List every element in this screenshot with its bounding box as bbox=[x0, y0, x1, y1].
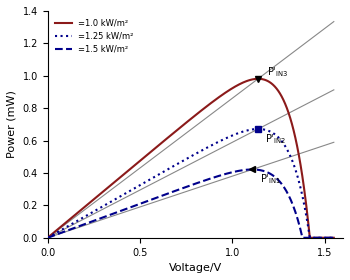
Y-axis label: Power (mW): Power (mW) bbox=[7, 90, 17, 158]
Text: P'$_{\mathregular{IN1}}$: P'$_{\mathregular{IN1}}$ bbox=[260, 172, 281, 186]
Text: P'$_{\mathregular{IN3}}$: P'$_{\mathregular{IN3}}$ bbox=[267, 66, 289, 79]
Legend: =1.0 kW/m², =1.25 kW/m², =1.5 kW/m²: =1.0 kW/m², =1.25 kW/m², =1.5 kW/m² bbox=[52, 15, 137, 57]
X-axis label: Voltage/V: Voltage/V bbox=[169, 263, 222, 273]
Text: P'$_{\mathregular{IN2}}$: P'$_{\mathregular{IN2}}$ bbox=[266, 132, 287, 146]
